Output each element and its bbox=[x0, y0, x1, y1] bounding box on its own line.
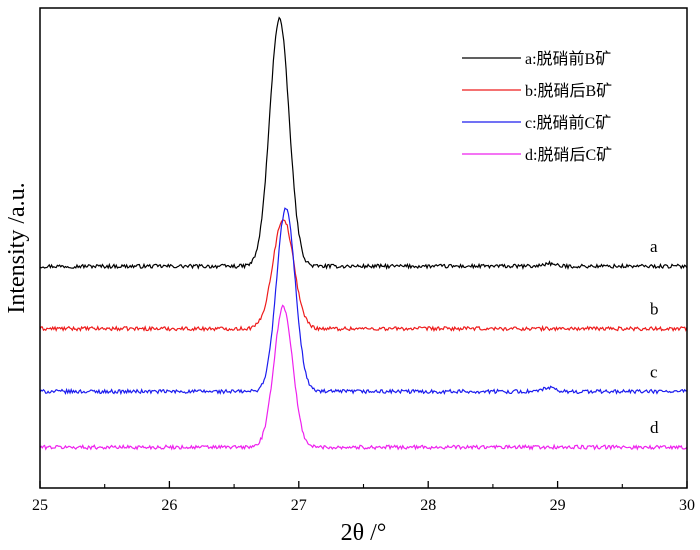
series-line-a bbox=[39, 16, 688, 270]
legend-entry-d: d:脱硝后C矿 bbox=[525, 146, 612, 164]
series-label-c: c bbox=[650, 363, 658, 382]
x-tick-label: 29 bbox=[550, 497, 566, 514]
series-line-b bbox=[39, 219, 688, 333]
legend-entry-a: a:脱硝前B矿 bbox=[525, 50, 611, 68]
series-label-b: b bbox=[650, 300, 659, 319]
series-label-a: a bbox=[650, 237, 658, 256]
series-line-c bbox=[39, 207, 688, 396]
series-label-d: d bbox=[650, 418, 659, 437]
legend-entry-b: b:脱硝后B矿 bbox=[525, 82, 612, 100]
series-labels: a b c d bbox=[650, 237, 659, 437]
plot-frame bbox=[39, 7, 688, 489]
x-tick-label: 30 bbox=[679, 497, 695, 514]
x-tick-label: 28 bbox=[420, 497, 436, 514]
x-tick-label: 25 bbox=[32, 497, 48, 514]
x-axis-title: 2θ /° bbox=[341, 520, 387, 546]
plot-content bbox=[39, 16, 688, 451]
x-tick-label: 26 bbox=[161, 497, 177, 514]
legend: a:脱硝前B矿 b:脱硝后B矿 c:脱硝前C矿 d:脱硝后C矿 bbox=[462, 50, 612, 164]
series-line-d bbox=[39, 304, 688, 451]
x-tick-label: 27 bbox=[291, 497, 307, 514]
x-axis-ticks: 25 26 27 28 29 30 bbox=[32, 481, 695, 514]
y-axis-title: Intensity /a.u. bbox=[4, 182, 30, 313]
legend-entry-c: c:脱硝前C矿 bbox=[525, 114, 611, 132]
